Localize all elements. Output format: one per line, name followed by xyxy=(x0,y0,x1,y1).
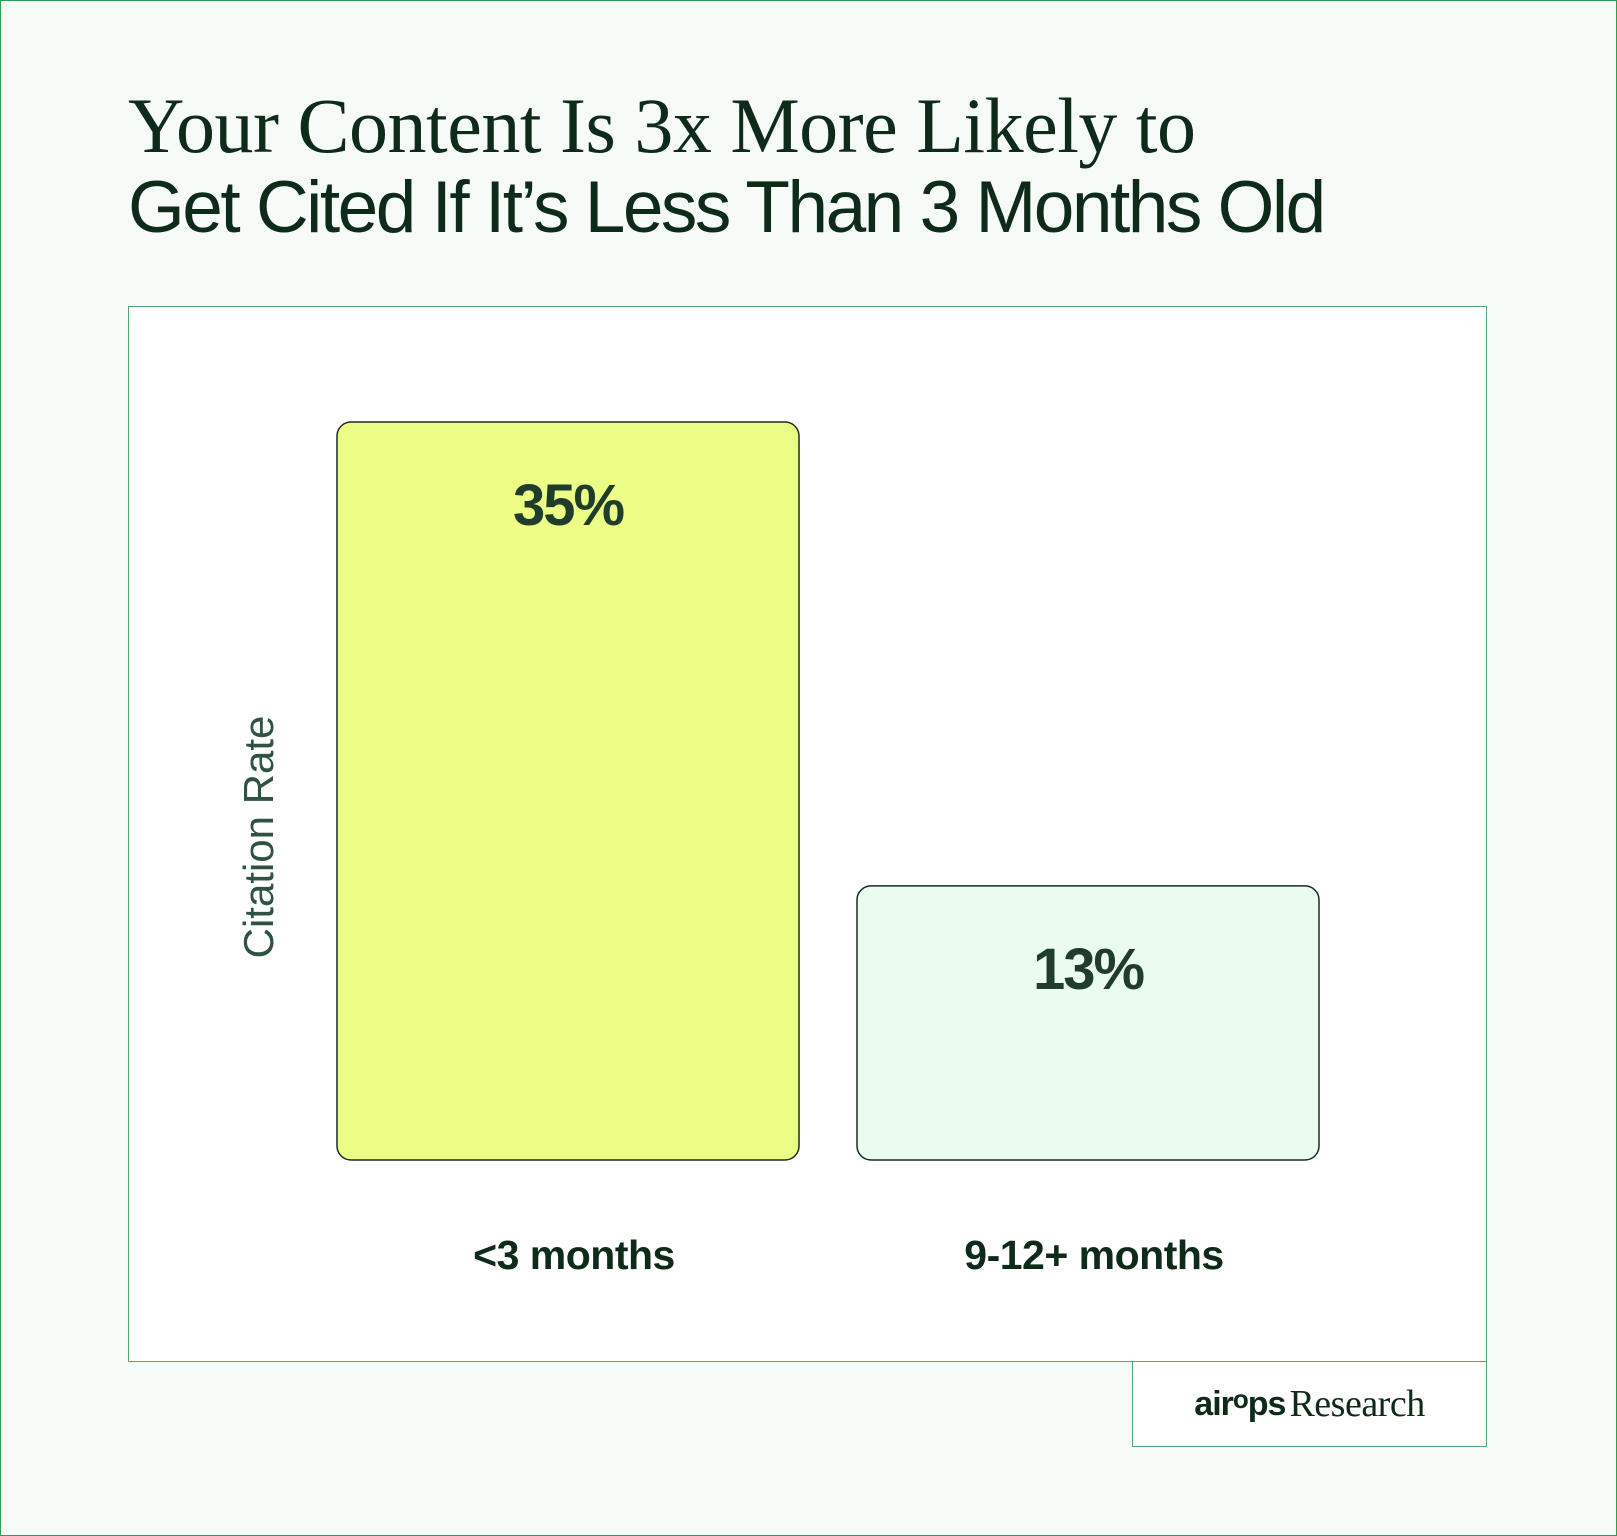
data-label-1: 35% xyxy=(513,473,625,538)
category-label-2: 9-12+ months xyxy=(964,1232,1223,1278)
title-line-1: Your Content Is 3x More Likely to xyxy=(128,82,1196,169)
bar-chart: 35% <3 months 13% 9-12+ months Citation Rate xyxy=(235,421,1320,1278)
airops-logo: airops xyxy=(1194,1383,1287,1424)
brand-badge: airops Research xyxy=(1132,1362,1487,1447)
bar-1 xyxy=(336,421,800,1161)
title-line-2: Get Cited If It’s Less Than 3 Months Old xyxy=(128,167,1326,248)
brand-suffix: Research xyxy=(1289,1383,1425,1425)
bar-2 xyxy=(856,885,1320,1161)
data-label-2: 13% xyxy=(1033,937,1145,1002)
logo-part-o: o xyxy=(1232,1383,1249,1414)
page-title: Your Content Is 3x More Likely to Get Ci… xyxy=(128,84,1548,248)
logo-part-ps: ps xyxy=(1247,1384,1287,1423)
category-label-1: <3 months xyxy=(473,1232,675,1278)
logo-part-air: air xyxy=(1194,1384,1234,1423)
y-axis-label: Citation Rate xyxy=(235,716,282,959)
chart-panel: 35% <3 months 13% 9-12+ months Citation Rate xyxy=(128,306,1487,1362)
